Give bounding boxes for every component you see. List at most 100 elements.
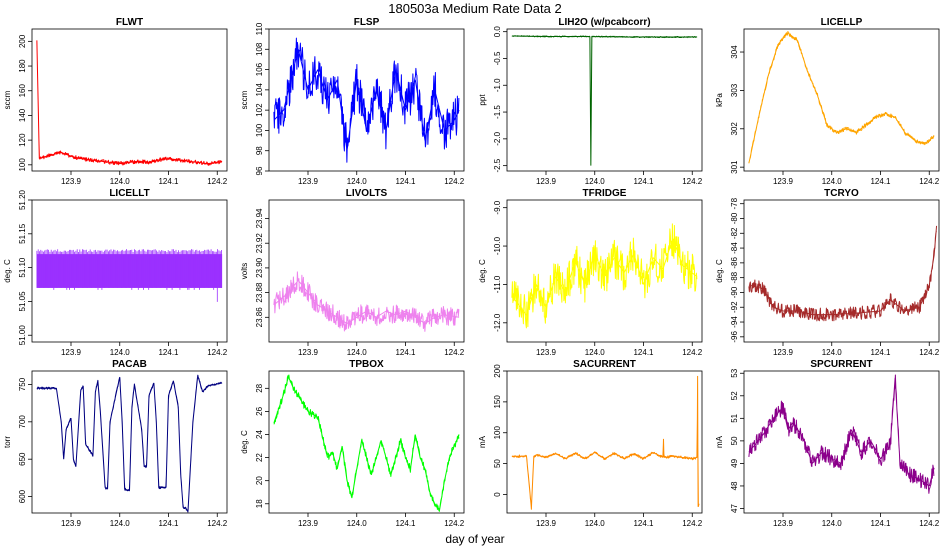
x-tick-label-tpbox-1: 124.0	[347, 519, 368, 528]
y-tick-label-tpbox-3: 24	[255, 429, 264, 438]
panel-title-livolts: LIVOLTS	[346, 188, 388, 199]
series-flsp	[273, 37, 460, 163]
y-tick-label-livolts-2: 23.90	[255, 257, 264, 278]
y-tick-label-licellt-3: 51.15	[18, 223, 27, 244]
y-tick-label-spcurrent-5: 52	[730, 391, 739, 400]
x-tick-label-lih2o-w-pcabcorr-1: 124.0	[585, 177, 606, 186]
y-tick-label-tfridge-3: -9.0	[493, 200, 502, 214]
y-tick-label-tcryo-4: -88	[730, 271, 739, 283]
y-tick-label-flwt-0: 100	[18, 158, 27, 172]
panel-tcryo: TCRYO deg. C 123.9 124.0 124.1 124.2 -96 -94 -92…	[715, 188, 940, 357]
figure-x-axis-label: day of year	[445, 532, 504, 546]
y-tick-label-spcurrent-4: 51	[730, 413, 739, 422]
y-tick-label-licellt-0: 51.00	[18, 325, 27, 346]
panel-flwt: FLWT sccm 123.9 124.0 124.1 124.2 100 120 140 160…	[3, 17, 228, 186]
x-tick-label-tcryo-1: 124.0	[822, 348, 843, 357]
series-line-livolts	[273, 271, 460, 332]
x-tick-label-licellt-3: 124.2	[207, 348, 228, 357]
x-tick-label-spcurrent-0: 123.9	[773, 519, 794, 528]
y-tick-label-lih2o-w-pcabcorr-5: 0.0	[493, 26, 502, 38]
x-tick-label-flsp-0: 123.9	[298, 177, 319, 186]
y-tick-label-tpbox-1: 20	[255, 476, 264, 485]
x-tick-label-flsp-3: 124.2	[444, 177, 465, 186]
plot-frame-tcryo	[743, 199, 940, 343]
x-tick-label-spcurrent-1: 124.0	[822, 519, 843, 528]
x-tick-label-licellt-1: 124.0	[110, 348, 131, 357]
x-tick-label-tfridge-2: 124.1	[633, 348, 654, 357]
figure-title: 180503a Medium Rate Data 2	[388, 1, 561, 16]
y-tick-label-sacurrent-4: 200	[493, 364, 502, 378]
y-tick-label-flsp-3: 102	[255, 103, 264, 117]
y-axis-label-tcryo: deg. C	[715, 259, 724, 283]
series-sacurrent	[511, 375, 700, 510]
y-tick-label-flsp-4: 104	[255, 83, 264, 97]
plot-frame-flwt	[31, 28, 228, 172]
y-tick-label-tcryo-0: -96	[730, 330, 739, 342]
plot-frame-lih2o-w-pcabcorr	[506, 28, 703, 172]
x-tick-label-lih2o-w-pcabcorr-0: 123.9	[536, 177, 557, 186]
y-tick-label-livolts-1: 23.88	[255, 282, 264, 303]
y-tick-label-tcryo-1: -94	[730, 316, 739, 328]
plot-frame-sacurrent	[506, 370, 703, 514]
panel-title-licellt: LICELLT	[109, 188, 149, 199]
series-line-flwt	[36, 40, 223, 166]
x-tick-label-tcryo-0: 123.9	[773, 348, 794, 357]
x-tick-label-livolts-2: 124.1	[395, 348, 416, 357]
y-tick-label-flsp-6: 108	[255, 42, 264, 56]
plot-frame-tfridge	[506, 199, 703, 343]
panel-title-lih2o-w-pcabcorr: LIH2O (w/pcabcorr)	[558, 17, 650, 28]
panel-spcurrent: SPCURRENT mA 123.9 124.0 124.1 124.2 47 48 49 50 5…	[715, 359, 940, 528]
x-tick-label-licellp-3: 124.2	[919, 177, 940, 186]
series-lih2o-w-pcabcorr	[511, 35, 698, 166]
series-licellt	[36, 249, 223, 302]
y-axis-label-livolts: volts	[240, 263, 249, 279]
y-tick-label-tpbox-4: 26	[255, 406, 264, 415]
plot-frame-licellp	[743, 28, 940, 172]
y-tick-label-flwt-5: 200	[18, 34, 27, 48]
y-tick-label-tpbox-2: 22	[255, 453, 264, 462]
y-tick-label-licellp-0: 301	[730, 160, 739, 174]
y-axis-label-tpbox: deg. C	[240, 430, 249, 454]
y-tick-label-tfridge-0: -12.0	[493, 313, 502, 332]
y-tick-label-tpbox-5: 28	[255, 383, 264, 392]
y-tick-label-spcurrent-0: 47	[730, 503, 739, 512]
x-tick-label-lih2o-w-pcabcorr-2: 124.1	[633, 177, 654, 186]
x-tick-label-flwt-0: 123.9	[61, 177, 82, 186]
panel-grid: FLWT sccm 123.9 124.0 124.1 124.2 100 120 140 160…	[3, 17, 940, 528]
plot-frame-pacab	[31, 370, 228, 514]
y-tick-label-licellp-2: 303	[730, 83, 739, 97]
panel-title-tcryo: TCRYO	[824, 188, 859, 199]
y-tick-label-flwt-3: 160	[18, 84, 27, 98]
x-tick-label-pacab-3: 124.2	[207, 519, 228, 528]
x-tick-label-licellp-2: 124.1	[870, 177, 891, 186]
x-tick-label-tfridge-1: 124.0	[585, 348, 606, 357]
y-tick-label-tcryo-9: -78	[730, 197, 739, 209]
y-axis-label-pacab: torr	[3, 436, 12, 448]
x-tick-label-tcryo-2: 124.1	[870, 348, 891, 357]
panel-lih2o-w-pcabcorr: LIH2O (w/pcabcorr) ppt 123.9 124.0 124.1 124.…	[478, 17, 703, 186]
y-axis-label-flsp: sccm	[240, 90, 249, 109]
panel-tfridge: TFRIDGE deg. C 123.9 124.0 124.1 124.2 -12.0 -1…	[478, 188, 703, 357]
panel-title-tfridge: TFRIDGE	[583, 188, 627, 199]
panel-title-pacab: PACAB	[112, 359, 147, 370]
x-tick-label-sacurrent-0: 123.9	[536, 519, 557, 528]
y-axis-label-tfridge: deg. C	[478, 259, 487, 283]
y-tick-label-flsp-7: 110	[255, 22, 264, 35]
series-flwt	[36, 40, 223, 166]
y-tick-label-licellt-1: 51.05	[18, 291, 27, 312]
x-tick-label-tcryo-3: 124.2	[919, 348, 940, 357]
y-tick-label-flsp-1: 98	[255, 146, 264, 155]
y-tick-label-tcryo-3: -90	[730, 286, 739, 298]
panel-flsp: FLSP sccm 123.9 124.0 124.1 124.2 96 98 100 102 10…	[240, 17, 465, 186]
y-tick-label-tcryo-8: -80	[730, 212, 739, 224]
y-tick-label-pacab-2: 700	[18, 415, 27, 429]
y-tick-label-licellp-3: 304	[730, 45, 739, 59]
x-tick-label-sacurrent-3: 124.2	[682, 519, 703, 528]
panel-title-tpbox: TPBOX	[349, 359, 384, 370]
series-tcryo	[748, 225, 938, 322]
y-tick-label-pacab-1: 650	[18, 452, 27, 466]
x-tick-label-flwt-3: 124.2	[207, 177, 228, 186]
x-tick-label-flsp-2: 124.1	[395, 177, 416, 186]
x-tick-label-lih2o-w-pcabcorr-3: 124.2	[682, 177, 703, 186]
x-tick-label-flwt-1: 124.0	[110, 177, 131, 186]
